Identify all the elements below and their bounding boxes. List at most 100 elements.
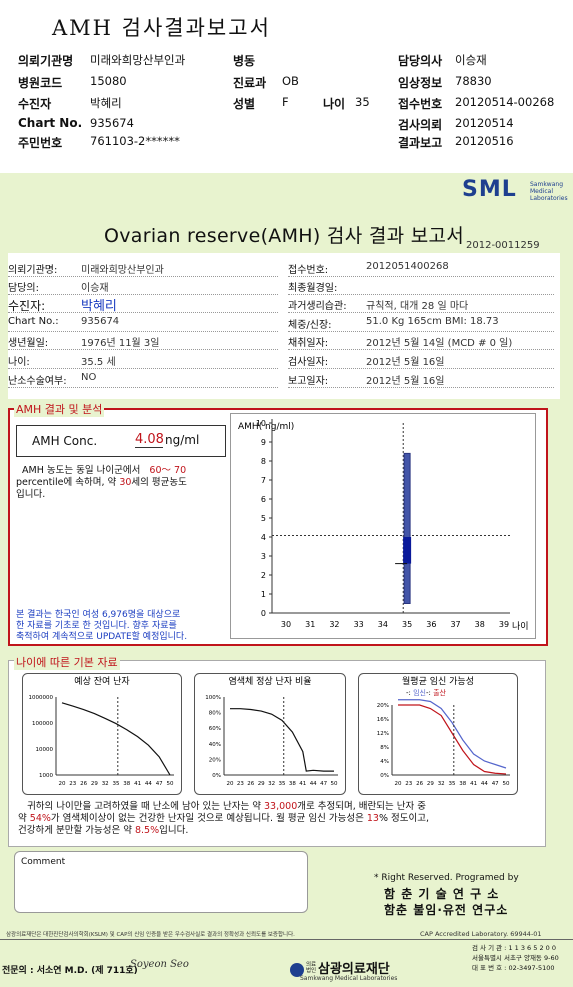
pregnancy-series-0 bbox=[398, 699, 507, 769]
sml-logo-sub: Samkwang Medical Laboratories bbox=[530, 181, 568, 202]
sml-logo-text: SML bbox=[462, 177, 517, 202]
legend-mid: -: bbox=[426, 689, 433, 697]
logo-sub-3: Laboratories bbox=[530, 195, 568, 202]
y-tick-label: 8 bbox=[261, 457, 266, 466]
mini-x-tick: 50 bbox=[331, 781, 338, 787]
foundation-small-1: 의료 bbox=[306, 962, 317, 968]
left-row-line bbox=[8, 294, 278, 295]
summary1-c: 개로 추정되며, 배란되는 난자 중 bbox=[297, 801, 426, 812]
left-row-line bbox=[8, 349, 278, 350]
mini-x-tick: 32 bbox=[268, 781, 275, 787]
right-label-5: 검사일자: bbox=[288, 357, 329, 368]
right-value-2: 규칙적, 대개 28 일 마다 bbox=[366, 301, 469, 312]
left-row-line bbox=[8, 312, 278, 313]
left-row-line bbox=[8, 387, 278, 388]
mini-x-tick: 38 bbox=[289, 781, 296, 787]
mini-frame bbox=[22, 673, 182, 795]
patient-info-card: 의뢰기관명: 미래와희망산부인과 담당의: 이승재 수진자: 박혜리 Chart No.: 9… bbox=[8, 253, 560, 399]
right-row-line bbox=[288, 331, 554, 332]
left-row-line bbox=[8, 276, 278, 277]
mini-x-tick: 26 bbox=[247, 781, 254, 787]
mini-y-tick: 1000 bbox=[39, 773, 53, 779]
header-v2-1: OB bbox=[282, 74, 299, 88]
header-l1-4: 주민번호 bbox=[18, 136, 63, 150]
org-name-1: 함 춘 기 술 연 구 소 bbox=[384, 887, 500, 901]
amh-percentile: 60～ 70 bbox=[149, 465, 187, 476]
foundation-small: 의료 법인 bbox=[306, 962, 316, 974]
mini-y-tick: 1000000 bbox=[29, 695, 54, 701]
amh-note-2: 한 자료를 기초로 한 것입니다. 향후 자료를 bbox=[16, 621, 177, 631]
right-value-5: 2012년 5월 16일 bbox=[366, 357, 445, 368]
y-tick-label: 5 bbox=[261, 514, 266, 523]
amh-conc-box: AMH Conc. 4.08 ng/ml bbox=[16, 425, 226, 457]
mini-x-tick: 44 bbox=[481, 781, 488, 787]
right-row-line bbox=[288, 368, 554, 369]
right-label-0: 접수번호: bbox=[288, 265, 329, 276]
right-row-line bbox=[288, 387, 554, 388]
y-tick-label: 7 bbox=[261, 476, 266, 485]
mini-y-tick: 20% bbox=[377, 703, 389, 709]
document-title: AMH 검사결과보고서 bbox=[52, 16, 271, 40]
mini-y-tick: 100% bbox=[205, 695, 221, 701]
mini-x-tick: 41 bbox=[134, 781, 141, 787]
x-tick-label: 34 bbox=[378, 620, 388, 629]
comment-label: Comment bbox=[21, 857, 66, 867]
left-label-4: 생년월일: bbox=[8, 338, 49, 349]
header-v1-0: 미래와희망산부인과 bbox=[90, 53, 186, 67]
amh-desc2-c: 세의 평균농도 bbox=[131, 477, 187, 488]
left-label-3: Chart No.: bbox=[8, 316, 59, 327]
mini-x-tick: 20 bbox=[59, 781, 66, 787]
amh-iqr-box bbox=[403, 537, 412, 564]
pregnancy-series-1 bbox=[398, 704, 507, 775]
header-l3-3: 검사의뢰 bbox=[398, 118, 443, 132]
foundation-icon bbox=[290, 963, 304, 977]
y-tick-label: 6 bbox=[261, 495, 266, 504]
y-tick-label: 10 bbox=[256, 419, 266, 428]
foundation-small-2: 법인 bbox=[306, 968, 317, 974]
summary2-e: % 정도이고, bbox=[378, 813, 429, 824]
mini-y-tick: 100000 bbox=[32, 721, 53, 727]
y-tick-label: 1 bbox=[261, 590, 266, 599]
mini-x-tick: 41 bbox=[470, 781, 477, 787]
header-v1-2: 박혜리 bbox=[90, 96, 122, 110]
header-v3-0: 이승재 bbox=[455, 53, 487, 67]
doctor-name: 전문의 : 서소연 M.D. (제 711호) bbox=[2, 966, 138, 976]
header-v3-1: 78830 bbox=[455, 74, 492, 88]
amh-description: AMH 농도는 동일 나이군에서 60～ 70 percentile에 속하며,… bbox=[16, 465, 224, 501]
left-value-5: 35.5 세 bbox=[81, 357, 116, 368]
cap-note: CAP Accredited Laboratory. 69944-01 bbox=[420, 930, 542, 938]
right-row-line bbox=[288, 294, 554, 295]
amh-desc-line3: 입니다. bbox=[16, 489, 46, 500]
mini-y-tick: 60% bbox=[209, 726, 221, 732]
mini-x-tick: 47 bbox=[320, 781, 327, 787]
footer-divider bbox=[0, 939, 573, 940]
summary-line1: 귀하의 나이만을 고려하였을 때 난소에 남아 있는 난자는 약 33,000개… bbox=[18, 801, 548, 813]
mini-x-tick: 47 bbox=[156, 781, 163, 787]
x-tick-label: 33 bbox=[354, 620, 364, 629]
amh-note: 본 결과는 한국인 여성 6,976명을 대상으로 한 자료를 기초로 한 것입… bbox=[16, 610, 236, 643]
header-l1-3: Chart No. bbox=[18, 116, 83, 130]
mini-x-tick: 44 bbox=[145, 781, 152, 787]
lab-main-phone: 대 표 번 호 : 02-3497-5100 bbox=[472, 964, 555, 972]
y-tick-label: 4 bbox=[261, 533, 266, 542]
header-l1-1: 병원코드 bbox=[18, 76, 63, 90]
mini-x-tick: 35 bbox=[279, 781, 286, 787]
right-row-line bbox=[288, 349, 554, 350]
mini-y-tick: 12% bbox=[377, 731, 389, 737]
summary-line3: 건강하게 분만할 가능성은 약 8.5%입니다. bbox=[18, 825, 548, 837]
mini-y-tick: 0% bbox=[212, 773, 221, 779]
mini-y-tick: 10000 bbox=[36, 747, 54, 753]
right-value-3: 51.0 Kg 165cm BMI: 18.73 bbox=[366, 316, 499, 327]
cert-note: 삼광의료재단은 대한진단검사의학회(KSLM) 및 CAP의 신임 인증을 받은… bbox=[6, 932, 295, 938]
amh-range-bar bbox=[403, 452, 411, 605]
report-sheet: SML Samkwang Medical Laboratories Ovaria… bbox=[0, 173, 573, 987]
chart-xlabel: 나이 bbox=[512, 621, 529, 632]
amh-conc-unit: ng/ml bbox=[165, 433, 200, 447]
right-label-3: 체중/신장: bbox=[288, 320, 332, 331]
mini-x-tick: 35 bbox=[449, 781, 456, 787]
mini-y-tick: 20% bbox=[209, 757, 221, 763]
amh-equiv-age: 30 bbox=[119, 477, 132, 488]
logo-sub-1: Samkwang bbox=[530, 181, 563, 188]
right-label-4: 채취일자: bbox=[288, 338, 329, 349]
